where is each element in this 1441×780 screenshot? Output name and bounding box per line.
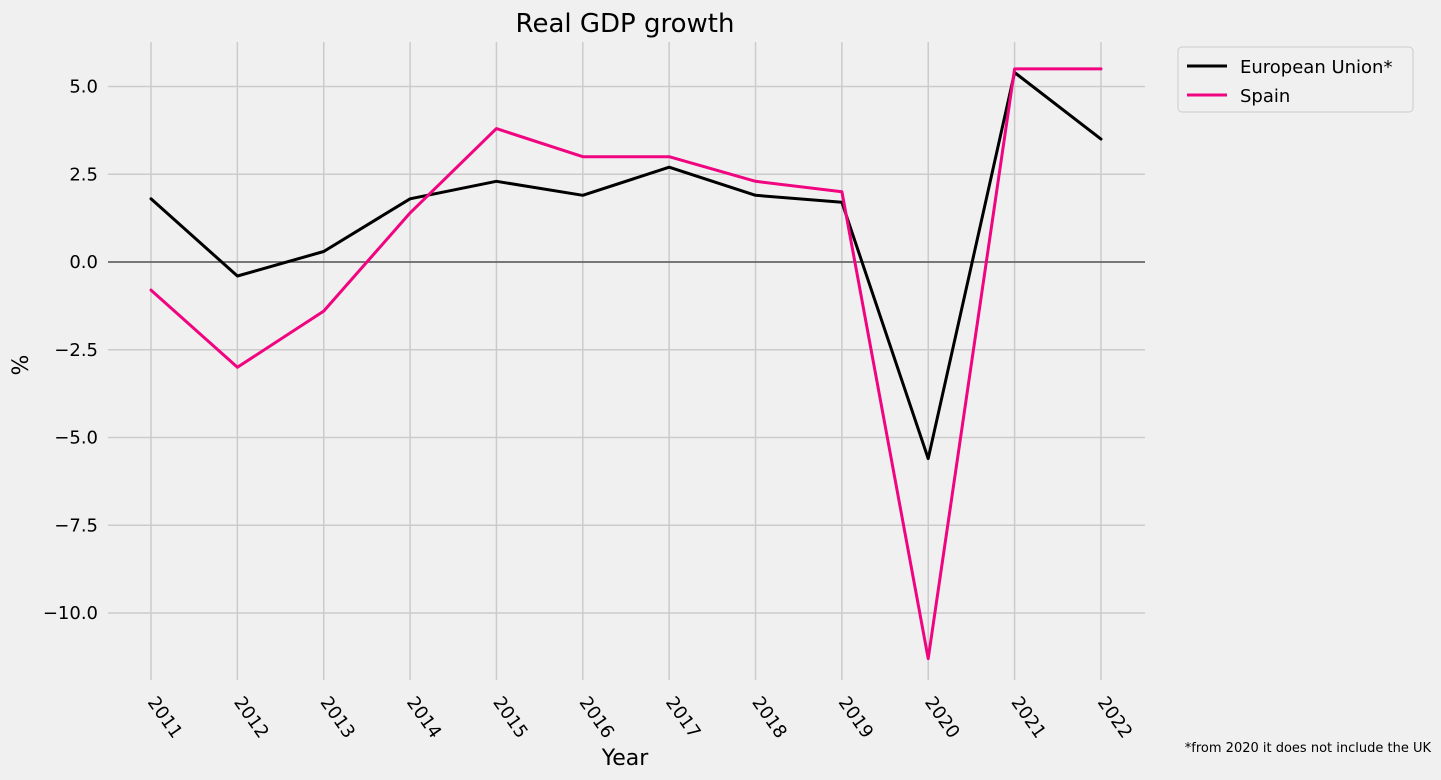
series-layer bbox=[149, 67, 1103, 661]
footnote: *from 2020 it does not include the UK bbox=[1185, 741, 1432, 756]
y-tick-label: −2.5 bbox=[54, 340, 98, 361]
y-tick-labels: −10.0 −7.5 −5.0 −2.5 0.0 2.5 5.0 bbox=[43, 77, 98, 625]
legend: European Union* Spain bbox=[1177, 46, 1414, 113]
legend-label-european-union: European Union* bbox=[1240, 57, 1392, 78]
y-tick-label: 5.0 bbox=[69, 77, 98, 98]
y-axis-title: % bbox=[9, 355, 34, 376]
y-tick-label: 2.5 bbox=[69, 164, 98, 185]
chart-title: Real GDP growth bbox=[516, 9, 735, 39]
series-line-spain bbox=[149, 67, 1103, 661]
y-tick-label: −10.0 bbox=[43, 603, 98, 624]
x-axis-title: Year bbox=[601, 746, 650, 771]
series-line-european-union bbox=[149, 71, 1103, 461]
y-tick-label: −7.5 bbox=[54, 515, 98, 536]
legend-label-spain: Spain bbox=[1240, 86, 1290, 107]
y-tick-label: 0.0 bbox=[69, 252, 98, 273]
legend-box bbox=[1177, 46, 1414, 113]
y-tick-label: −5.0 bbox=[54, 428, 98, 449]
